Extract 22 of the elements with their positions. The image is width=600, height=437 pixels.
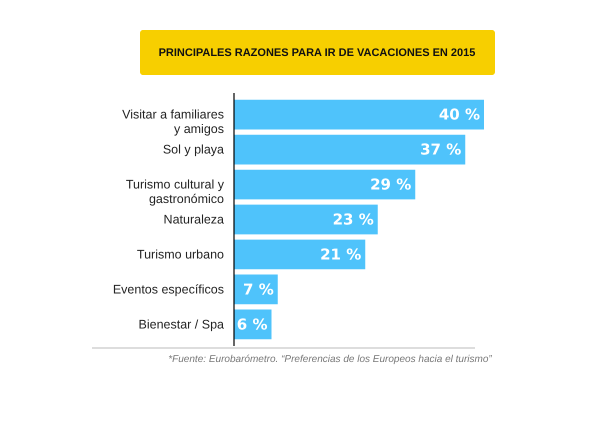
bar — [234, 204, 378, 234]
text: *Fuente: Eurobarómetro. “Preferencias de los Europeos hacia el turismo” — [168, 354, 492, 365]
y-tick-label: Naturaleza — [164, 212, 224, 226]
data-label: 6 % — [236, 315, 268, 334]
bar — [234, 170, 416, 200]
data-label: 21 % — [320, 245, 362, 264]
y-tick-label: Turismo cultural y gastronómico — [126, 178, 225, 206]
data-label: 7 % — [243, 280, 274, 298]
bar — [234, 274, 278, 304]
y-tick-label: Bienestar / Spa — [138, 317, 224, 332]
data-label: 37 % — [420, 140, 462, 159]
bar — [234, 134, 466, 164]
bar — [234, 240, 366, 270]
y-tick-label: Visitar a familiares y amigos — [122, 108, 224, 136]
y-tick-label: Eventos específicos — [112, 282, 224, 296]
chart-title: PRINCIPALES RAZONES PARA IR DE VACACIONES EN 2015 — [158, 47, 476, 59]
y-tick-label: Turismo urbano — [136, 247, 224, 262]
data-label: 40 % — [438, 106, 480, 124]
data-label: 23 % — [332, 210, 374, 228]
y-tick-label: Sol y playa — [162, 142, 224, 157]
data-label: 29 % — [370, 176, 412, 194]
bar — [234, 100, 484, 130]
